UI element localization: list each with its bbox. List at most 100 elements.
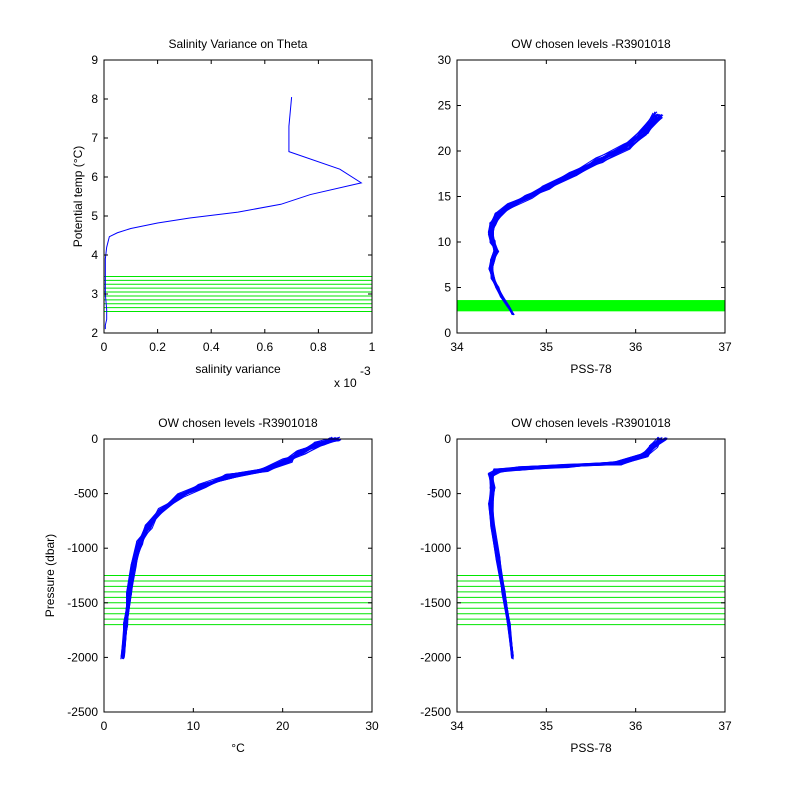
chart-panel-1: 0 0.2 0.4 0.6 0.8 1 2 3 4 5 6 7 8 9 Salinity Variance … [71,37,376,390]
profile-line [120,439,340,660]
x-tick-label: 0.2 [149,340,166,354]
profile-line [490,438,668,660]
y-tick-label: -2000 [67,650,98,664]
profile-line [122,440,331,659]
profile-line [489,438,668,656]
chart-panel-3: 0 10 20 30 -2500 -2000 -1500 -1000 -500 0 OW chose… [43,416,379,755]
y-tick-label: -1500 [67,596,98,610]
axes-frame [103,438,373,713]
profile-line [488,116,661,316]
y-tick-label: -2000 [420,650,451,664]
profile-line [488,115,660,316]
chart-panel-4: 34 35 36 37 -2500 -2000 -1500 -1000 -500 0 OW chos… [420,416,732,755]
profile-line [488,439,664,658]
profile-line [122,439,342,660]
profile-line [122,438,337,658]
y-tick-label: 9 [91,53,98,67]
profile-line [491,116,663,316]
profile-line [490,116,654,316]
profile-line [120,436,336,656]
profile-line [490,115,662,316]
y-tick-label: -1500 [420,596,451,610]
x-axis-label: °C [231,741,245,755]
profile-line [487,116,661,316]
profile-line [489,117,658,316]
x-tick-label: 36 [629,719,643,733]
x-tick-label: 10 [187,719,201,733]
y-tick-label: -1000 [67,541,98,555]
profile-line [489,440,661,657]
profile-line [491,440,662,658]
y-tick-label: 30 [438,53,452,67]
y-tick-label: 3 [91,287,98,301]
y-tick-label: 5 [91,209,98,223]
chosen-level-band [457,300,725,305]
x-tick-label: 20 [276,719,290,733]
y-tick-label: 6 [91,170,98,184]
profile-line [491,114,663,316]
x-tick-label: 0 [101,340,108,354]
y-tick-label: 0 [91,432,98,446]
profile-line [121,437,333,657]
profile-line [490,114,664,316]
x-exponent-power: -3 [360,364,371,378]
x-axis-label: PSS-78 [570,362,612,376]
y-tick-label: 10 [438,235,452,249]
y-tick-label: -500 [74,487,98,501]
profile-line [490,114,659,316]
profile-line [122,437,337,660]
profile-line [123,437,336,660]
y-tick-label: -2500 [67,705,98,719]
profile-line [120,440,334,659]
y-tick-label: 0 [444,326,451,340]
profile-line [121,439,339,659]
x-tick-label: 37 [718,340,732,354]
profile-line [123,438,338,656]
x-tick-label: 35 [540,340,554,354]
y-tick-label: -500 [427,487,451,501]
profile-line [489,438,662,657]
profile-line [123,438,342,657]
axes-frame [456,438,726,713]
variance-profile-line [104,97,363,330]
x-tick-label: 34 [450,340,464,354]
profile-line [122,440,338,658]
y-tick-label: 5 [444,281,451,295]
profile-line [488,117,663,316]
profile-line [491,440,660,657]
x-tick-label: 35 [540,719,554,733]
chart-panel-2: 34 35 36 37 0 5 10 15 20 25 30 OW chosen levels -R3… [438,37,732,376]
profile-line [490,115,662,316]
profile-line [489,116,660,315]
profile-line [122,439,337,657]
y-axis-label: Potential temp (°C) [71,146,85,248]
y-axis-label: Pressure (dbar) [43,534,57,617]
chart-title: OW chosen levels -R3901018 [511,416,671,430]
profile-line [490,113,663,316]
x-tick-label: 34 [450,719,464,733]
profile-line [123,440,332,657]
y-tick-label: 4 [91,248,98,262]
profile-line [490,439,667,659]
y-tick-label: 7 [91,131,98,145]
x-exponent-label: x 10 [334,376,357,390]
x-tick-label: 0.8 [310,340,327,354]
profile-line [121,437,338,657]
profile-line [488,438,663,659]
chart-title: Salinity Variance on Theta [169,37,308,51]
x-tick-label: 0.6 [256,340,273,354]
x-axis-label: PSS-78 [570,741,612,755]
y-tick-label: 8 [91,92,98,106]
y-tick-label: 20 [438,144,452,158]
x-tick-label: 30 [365,719,379,733]
y-tick-label: -1000 [420,541,451,555]
profile-line [123,439,341,659]
axes-frame [456,59,726,334]
chart-title: OW chosen levels -R3901018 [158,416,318,430]
x-tick-label: 36 [629,340,643,354]
y-tick-label: 0 [444,432,451,446]
x-tick-label: 0.4 [203,340,220,354]
y-tick-label: 15 [438,190,452,204]
x-axis-label: salinity variance [195,362,281,376]
